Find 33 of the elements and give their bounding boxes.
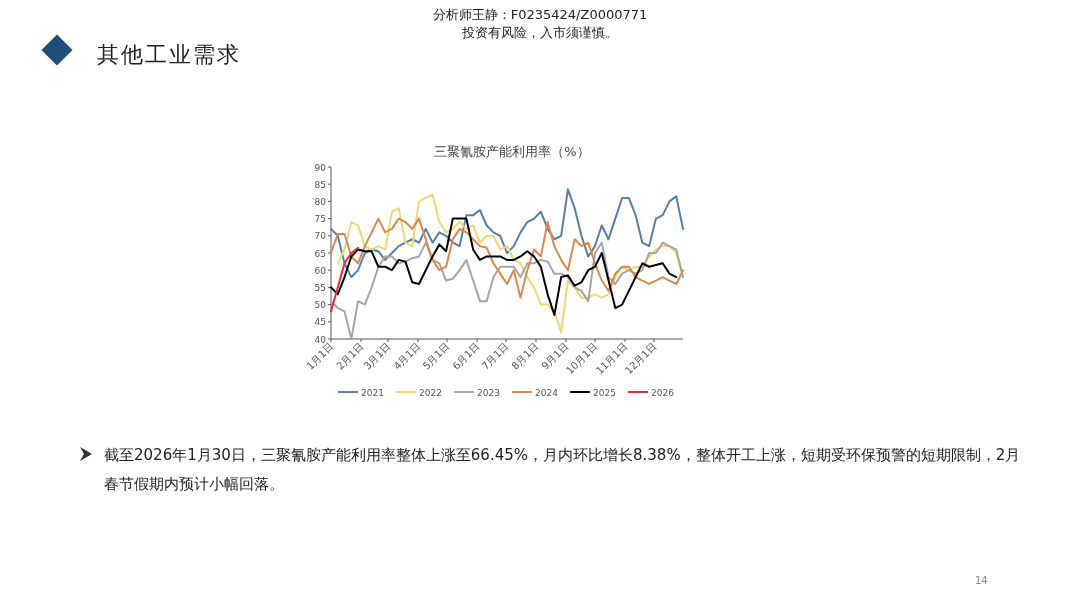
line-series [330,217,678,316]
legend-label: 2024 [535,387,559,398]
line-series [330,188,684,279]
chart-title: 三聚氰胺产能利用率（%） [434,144,590,159]
text: 投资有风险，入市须谨慎。 [461,24,619,42]
y-tick-label: 90 [314,162,327,173]
line-series [330,246,360,313]
x-tick-label: 5月1日 [420,340,452,372]
legend-label: 2023 [477,387,500,398]
x-tick-label: 6月1日 [450,340,482,372]
y-tick-label: 80 [314,196,327,207]
y-tick-label: 85 [314,179,326,190]
y-tick-label: 45 [314,317,326,328]
text: 14 [975,575,988,586]
y-tick-label: 70 [314,231,327,242]
y-tick-label: 50 [314,300,327,311]
text: 其他工业需求 [97,41,241,69]
text: 分析师王静：F0235424/Z0000771 [431,6,649,24]
x-tick-label: 8月1日 [509,340,541,372]
y-tick-label: 60 [314,265,327,276]
legend-label: 2026 [651,387,675,398]
legend-label: 2022 [419,387,442,398]
y-tick-label: 75 [314,214,326,225]
line-series [330,217,684,299]
text: 截至2026年1月30日，三聚氰胺产能利用率整体上涨至66.45%，月内环比增长8.38%，整体开工上涨，短期受环保预警的短期限制，2月春节假期内预计小幅回落。 [104,445,1022,495]
x-tick-label: 4月1日 [391,340,423,372]
y-tick-label: 55 [314,282,326,293]
y-tick-label: 40 [314,334,327,345]
y-tick-label: 65 [314,248,326,259]
legend-label: 2021 [361,387,384,398]
line-series [336,193,684,334]
legend-label: 2025 [593,387,616,398]
x-tick-label: 7月1日 [479,340,511,372]
